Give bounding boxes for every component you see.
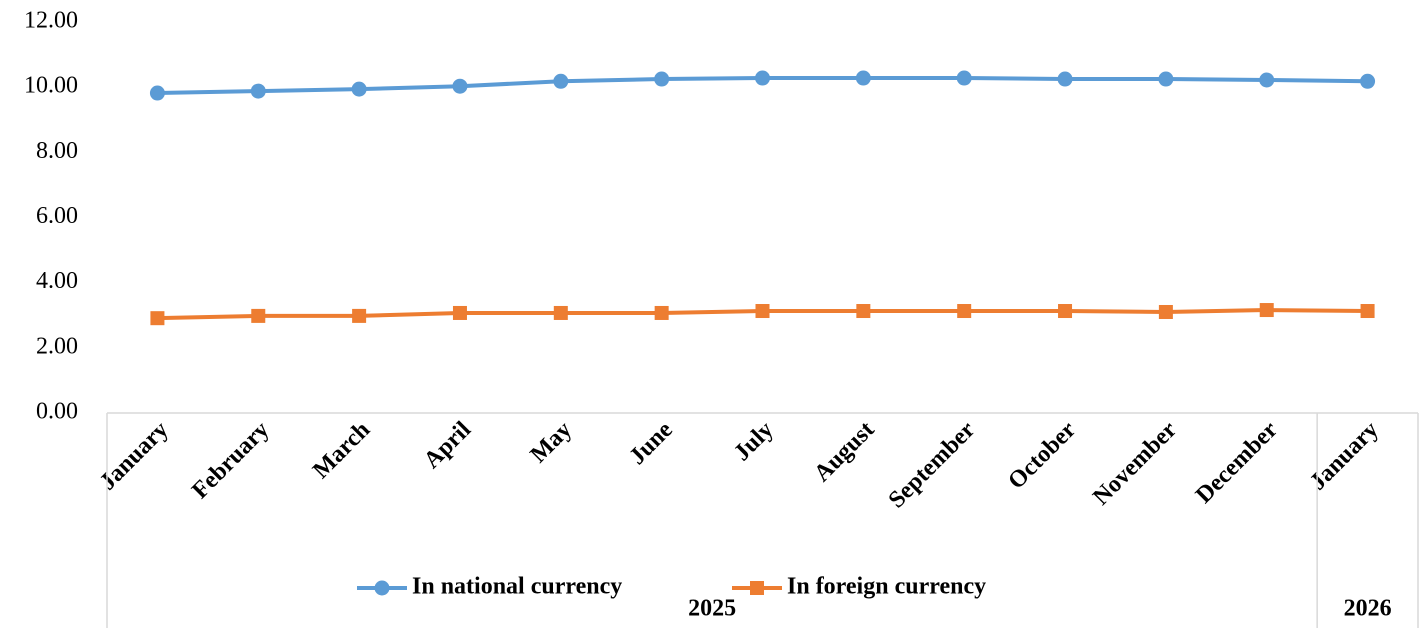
y-tick-label: 0.00 <box>36 399 78 425</box>
group-label: 2026 <box>1344 596 1392 622</box>
legend-marker <box>750 581 764 595</box>
marker <box>755 70 770 86</box>
legend-marker <box>374 580 390 596</box>
marker <box>856 304 871 319</box>
x-tick-label: October <box>1003 417 1081 495</box>
marker <box>553 73 569 89</box>
marker <box>654 305 669 320</box>
marker <box>1259 72 1275 88</box>
x-tick-label: November <box>1088 417 1182 511</box>
marker <box>1057 71 1073 87</box>
marker <box>351 81 367 97</box>
marker <box>352 308 367 323</box>
marker <box>1360 304 1375 319</box>
marker <box>654 71 670 87</box>
x-tick-label: June <box>624 417 678 471</box>
y-tick-label: 6.00 <box>36 203 78 229</box>
y-tick-label: 2.00 <box>36 333 78 359</box>
marker <box>1158 304 1173 319</box>
marker <box>755 304 770 319</box>
marker <box>1158 71 1174 87</box>
marker <box>149 85 165 101</box>
x-tick-label: April <box>419 417 476 474</box>
marker <box>1058 304 1073 319</box>
marker <box>251 308 266 323</box>
x-tick-label: September <box>884 417 981 514</box>
legend-label: In national currency <box>412 574 622 600</box>
x-tick-label: February <box>187 417 274 504</box>
x-tick-label: March <box>308 417 375 484</box>
y-tick-label: 8.00 <box>36 138 78 164</box>
marker <box>452 305 467 320</box>
marker <box>1360 73 1376 89</box>
marker <box>250 83 266 99</box>
marker <box>957 304 972 319</box>
marker <box>855 70 871 86</box>
y-tick-label: 4.00 <box>36 268 78 294</box>
group-label: 2025 <box>688 596 736 622</box>
marker <box>956 70 972 86</box>
marker <box>150 311 165 326</box>
marker <box>553 305 568 320</box>
x-tick-label: July <box>729 417 779 467</box>
x-tick-label: May <box>526 417 577 468</box>
x-tick-label: August <box>809 417 879 487</box>
y-tick-label: 10.00 <box>24 73 78 99</box>
marker <box>1259 303 1274 318</box>
x-tick-label: December <box>1191 417 1283 509</box>
y-tick-label: 12.00 <box>24 8 78 34</box>
legend-label: In foreign currency <box>787 574 986 600</box>
marker <box>452 78 468 94</box>
